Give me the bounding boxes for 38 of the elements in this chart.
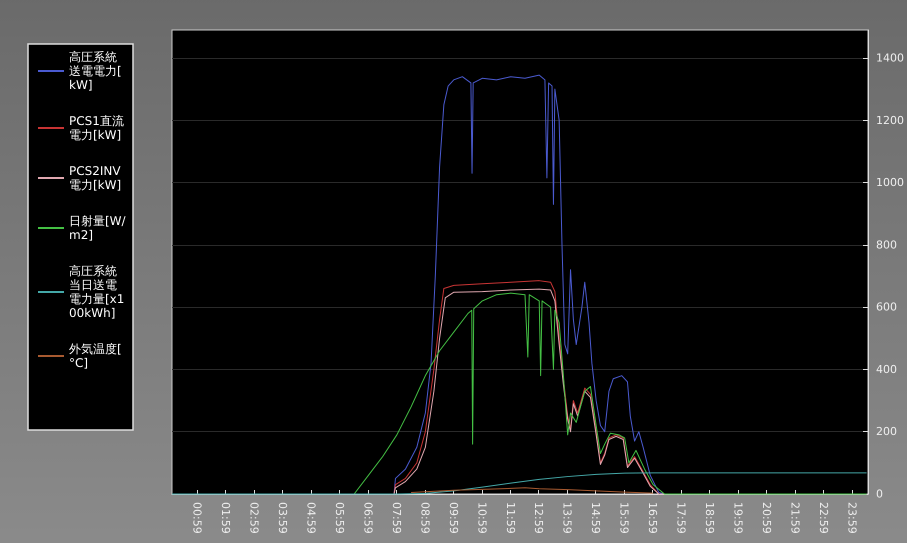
x-tick-label: 07:59 [390,502,403,534]
x-tick-label: 22:59 [816,502,830,534]
legend-label: 外気温度[°C] [69,342,122,370]
x-tick-label: 10:59 [475,502,488,534]
x-tick-label: 17:59 [674,502,688,534]
x-tick-label: 23:59 [845,502,858,534]
y-tick-label: 600 [876,300,898,314]
x-tick-label: 20:59 [760,502,773,534]
x-tick-label: 05:59 [332,502,346,534]
x-tick-label: 11:59 [504,502,517,534]
x-tick-label: 15:59 [618,502,631,534]
x-tick-label: 01:59 [219,502,232,534]
x-tick-label: 18:59 [703,502,716,534]
x-tick-label: 19:59 [732,502,744,534]
x-tick-label: 14:59 [589,502,602,534]
x-tick-label: 09:59 [446,502,460,534]
legend-label: 日射量[W/m2] [69,214,127,242]
x-tick-label: 12:59 [532,502,546,534]
legend-label: 高圧系統当日送電電力量[x100kWh] [69,264,124,320]
y-tick-label: 1000 [876,176,904,190]
y-tick-label: 400 [876,362,898,376]
x-tick-label: 06:59 [361,502,374,534]
x-tick-label: 21:59 [788,502,802,534]
x-tick-label: 16:59 [646,502,660,534]
x-tick-label: 02:59 [248,502,261,534]
legend-label: PCS1直流電力[kW] [69,114,124,142]
y-tick-label: 800 [876,238,898,252]
x-tick-label: 00:59 [190,502,204,534]
legend-label: 高圧系統送電電力[kW] [69,50,122,92]
x-tick-label: 03:59 [276,502,290,534]
x-tick-label: 04:59 [304,502,318,534]
y-tick-label: 1200 [876,114,904,127]
legend-label: PCS2INV電力[kW] [69,164,122,192]
y-tick-label: 1400 [876,52,904,65]
x-tick-label: 08:59 [418,502,432,534]
y-tick-label: 200 [876,425,898,438]
y-tick-label: 0 [876,488,884,500]
x-tick-label: 13:59 [560,502,574,534]
